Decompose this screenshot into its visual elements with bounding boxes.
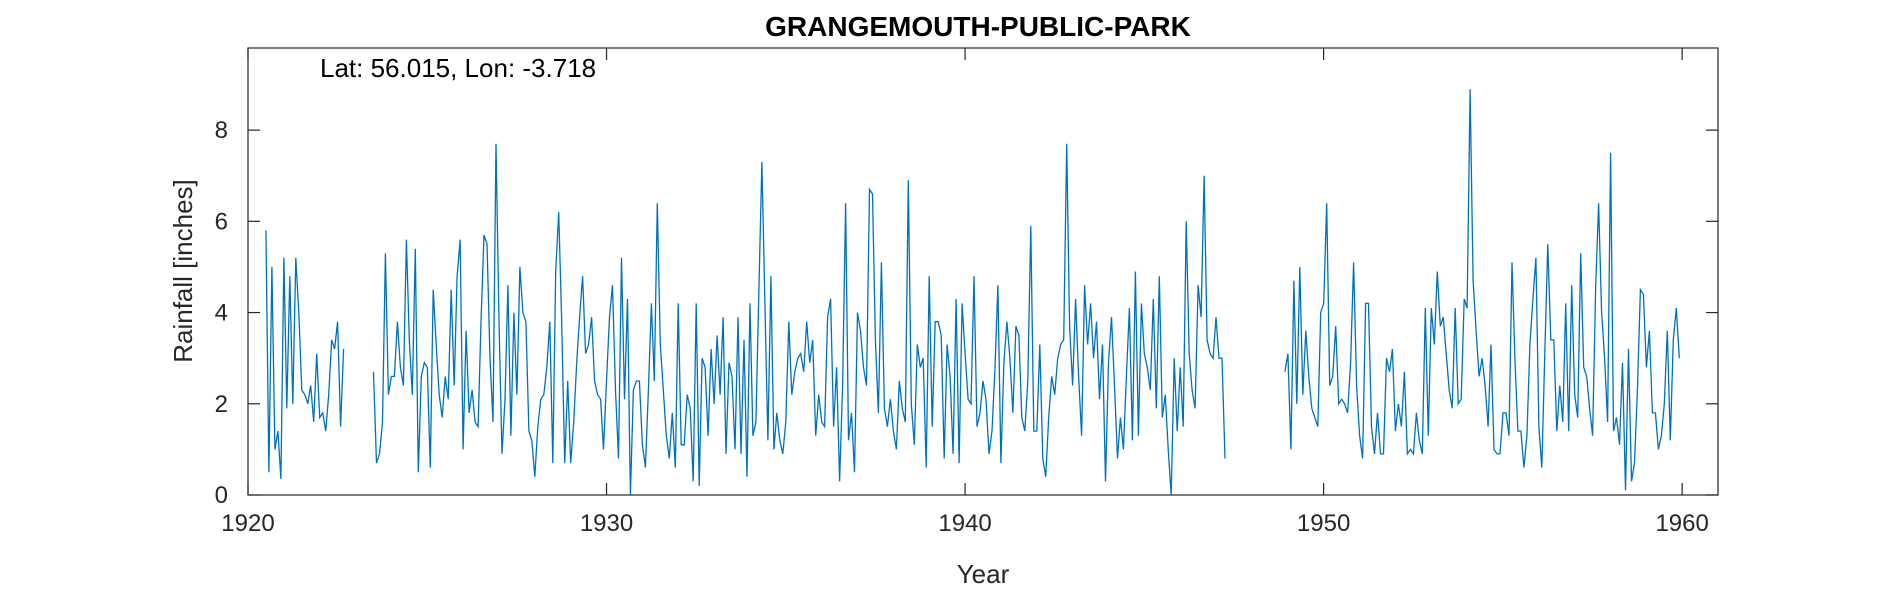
rainfall-series-line [265,89,1680,496]
x-tick-label: 1950 [1297,510,1350,537]
axis-tick-labels: 1920 1930 1940 1950 1960 0 2 4 6 8 [215,117,1709,537]
y-tick-label: 8 [215,117,228,144]
x-tick-label: 1940 [938,510,991,537]
chart-title: GRANGEMOUTH-PUBLIC-PARK [765,11,1191,42]
x-tick-label: 1930 [580,510,633,537]
x-tick-label: 1920 [221,510,274,537]
location-annotation: Lat: 56.015, Lon: -3.718 [320,53,596,83]
plot-area-frame [247,47,1719,496]
y-tick-label: 2 [215,391,228,418]
y-axis-label: Rainfall [inches] [168,179,198,363]
y-tick-label: 6 [215,208,228,235]
y-tick-label: 0 [215,482,228,509]
x-axis-label: Year [957,559,1010,589]
axis-ticks [247,48,1718,496]
y-tick-label: 4 [215,300,228,327]
x-tick-label: 1960 [1655,510,1708,537]
